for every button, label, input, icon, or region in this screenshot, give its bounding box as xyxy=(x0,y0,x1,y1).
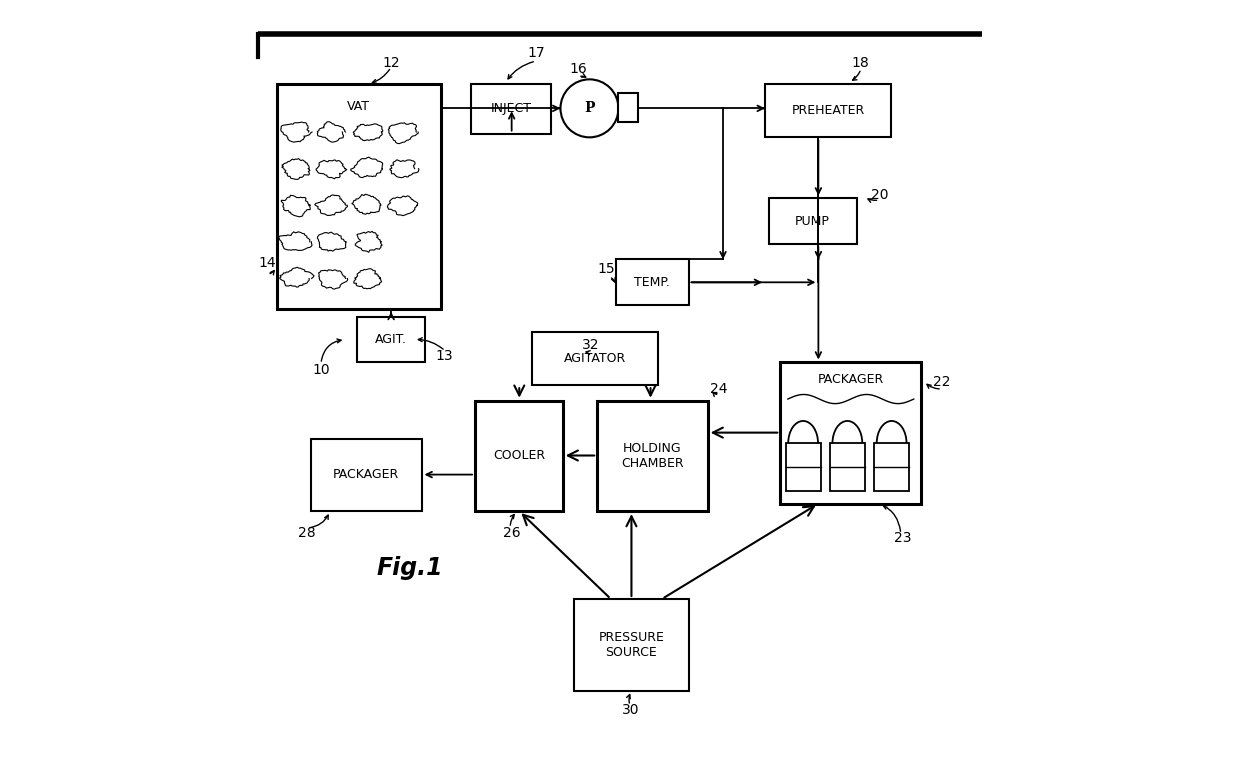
Text: INJECT: INJECT xyxy=(491,102,532,115)
Text: Fig.1: Fig.1 xyxy=(377,556,444,581)
Text: 30: 30 xyxy=(622,703,640,716)
Text: 20: 20 xyxy=(870,188,888,201)
Bar xyxy=(769,198,857,244)
Bar xyxy=(471,84,552,134)
Text: 32: 32 xyxy=(583,338,600,352)
Bar xyxy=(874,443,909,491)
Bar xyxy=(619,93,637,122)
Text: TEMP.: TEMP. xyxy=(635,275,671,289)
FancyArrowPatch shape xyxy=(321,339,341,361)
Text: 15: 15 xyxy=(598,262,615,275)
Bar xyxy=(311,439,422,511)
FancyArrowPatch shape xyxy=(928,385,939,389)
FancyArrowPatch shape xyxy=(587,351,590,355)
Text: 24: 24 xyxy=(711,382,728,396)
FancyArrowPatch shape xyxy=(270,271,274,275)
Text: 17: 17 xyxy=(527,47,544,60)
Text: PACKAGER: PACKAGER xyxy=(817,372,884,386)
Text: VAT: VAT xyxy=(347,100,371,114)
FancyArrowPatch shape xyxy=(508,62,533,79)
Text: 13: 13 xyxy=(435,349,454,362)
Text: PRESSURE
SOURCE: PRESSURE SOURCE xyxy=(599,631,665,658)
Text: 16: 16 xyxy=(569,62,587,76)
FancyArrowPatch shape xyxy=(372,69,389,83)
FancyArrowPatch shape xyxy=(868,199,877,202)
FancyArrowPatch shape xyxy=(310,515,329,528)
Bar xyxy=(598,401,708,511)
Text: COOLER: COOLER xyxy=(492,449,544,462)
Text: AGITATOR: AGITATOR xyxy=(564,352,626,365)
Text: 14: 14 xyxy=(259,256,277,270)
Bar xyxy=(475,401,563,511)
FancyArrowPatch shape xyxy=(418,338,443,349)
Text: PUMP: PUMP xyxy=(795,214,830,228)
FancyArrowPatch shape xyxy=(883,506,900,531)
Bar xyxy=(357,317,425,362)
Text: PREHEATER: PREHEATER xyxy=(791,104,864,118)
Text: HOLDING
CHAMBER: HOLDING CHAMBER xyxy=(621,442,683,470)
Bar xyxy=(765,84,890,137)
Text: 28: 28 xyxy=(299,526,316,539)
Bar xyxy=(786,443,821,491)
Text: 26: 26 xyxy=(503,526,521,539)
FancyArrowPatch shape xyxy=(853,71,861,80)
Bar xyxy=(277,84,440,309)
FancyArrowPatch shape xyxy=(626,694,630,703)
Text: 22: 22 xyxy=(934,375,951,388)
Text: 12: 12 xyxy=(382,56,401,69)
Text: PACKAGER: PACKAGER xyxy=(334,468,399,481)
Bar xyxy=(574,599,688,691)
Bar xyxy=(780,362,921,504)
Text: 10: 10 xyxy=(312,363,330,377)
Text: 18: 18 xyxy=(852,56,869,69)
Bar xyxy=(532,332,658,385)
Bar xyxy=(616,259,688,305)
Text: P: P xyxy=(584,101,595,115)
Bar xyxy=(830,443,866,491)
FancyArrowPatch shape xyxy=(611,278,615,282)
FancyArrowPatch shape xyxy=(580,74,585,77)
FancyArrowPatch shape xyxy=(713,392,717,397)
Text: AGIT.: AGIT. xyxy=(376,333,407,346)
FancyArrowPatch shape xyxy=(511,514,515,525)
Text: 23: 23 xyxy=(894,531,911,545)
